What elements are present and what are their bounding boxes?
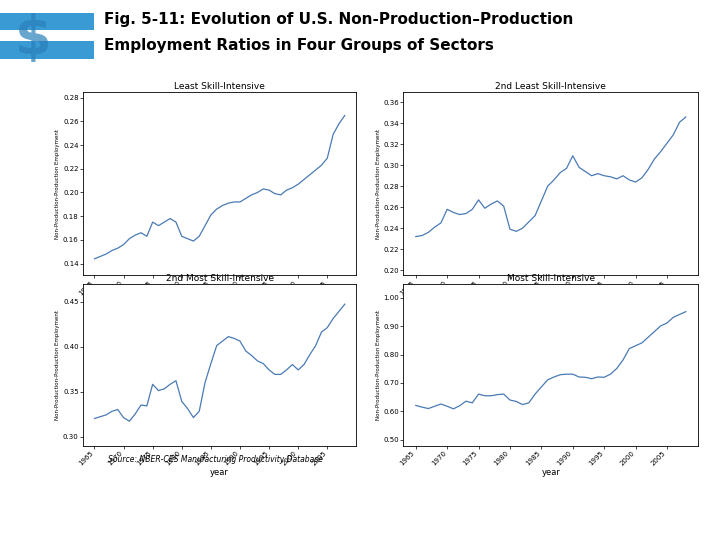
Title: Most Skill-Intensive: Most Skill-Intensive — [507, 274, 595, 283]
Text: Employment Ratios in Four Groups of Sectors: Employment Ratios in Four Groups of Sect… — [104, 38, 494, 53]
Title: Least Skill-Intensive: Least Skill-Intensive — [174, 82, 265, 91]
Y-axis label: Non-Production-Production Employment: Non-Production-Production Employment — [55, 129, 60, 239]
Title: 2nd Least Skill-Intensive: 2nd Least Skill-Intensive — [495, 82, 606, 91]
Text: Source: NBER-CES Manufacturing Productivity Database: Source: NBER-CES Manufacturing Productiv… — [108, 455, 323, 464]
Text: 5-31: 5-31 — [676, 491, 698, 501]
FancyBboxPatch shape — [0, 42, 94, 59]
Y-axis label: Non-Production-Production Employment: Non-Production-Production Employment — [376, 309, 380, 420]
Text: Fig. 5-11: Evolution of U.S. Non-Production–Production: Fig. 5-11: Evolution of U.S. Non-Product… — [104, 12, 574, 27]
X-axis label: year: year — [541, 298, 560, 307]
Text: Copyright ©2015 Pearson Education, Inc. All rights reserved.: Copyright ©2015 Pearson Education, Inc. … — [14, 491, 291, 501]
Y-axis label: Non-Production-Production Employment: Non-Production-Production Employment — [376, 129, 380, 239]
X-axis label: year: year — [210, 298, 229, 307]
X-axis label: year: year — [210, 468, 229, 477]
Title: 2nd Most Skill-Intensive: 2nd Most Skill-Intensive — [166, 274, 274, 283]
Y-axis label: Non-Production-Production Employment: Non-Production-Production Employment — [55, 309, 60, 420]
Text: $: $ — [14, 13, 51, 65]
X-axis label: year: year — [541, 468, 560, 477]
FancyBboxPatch shape — [0, 12, 94, 30]
